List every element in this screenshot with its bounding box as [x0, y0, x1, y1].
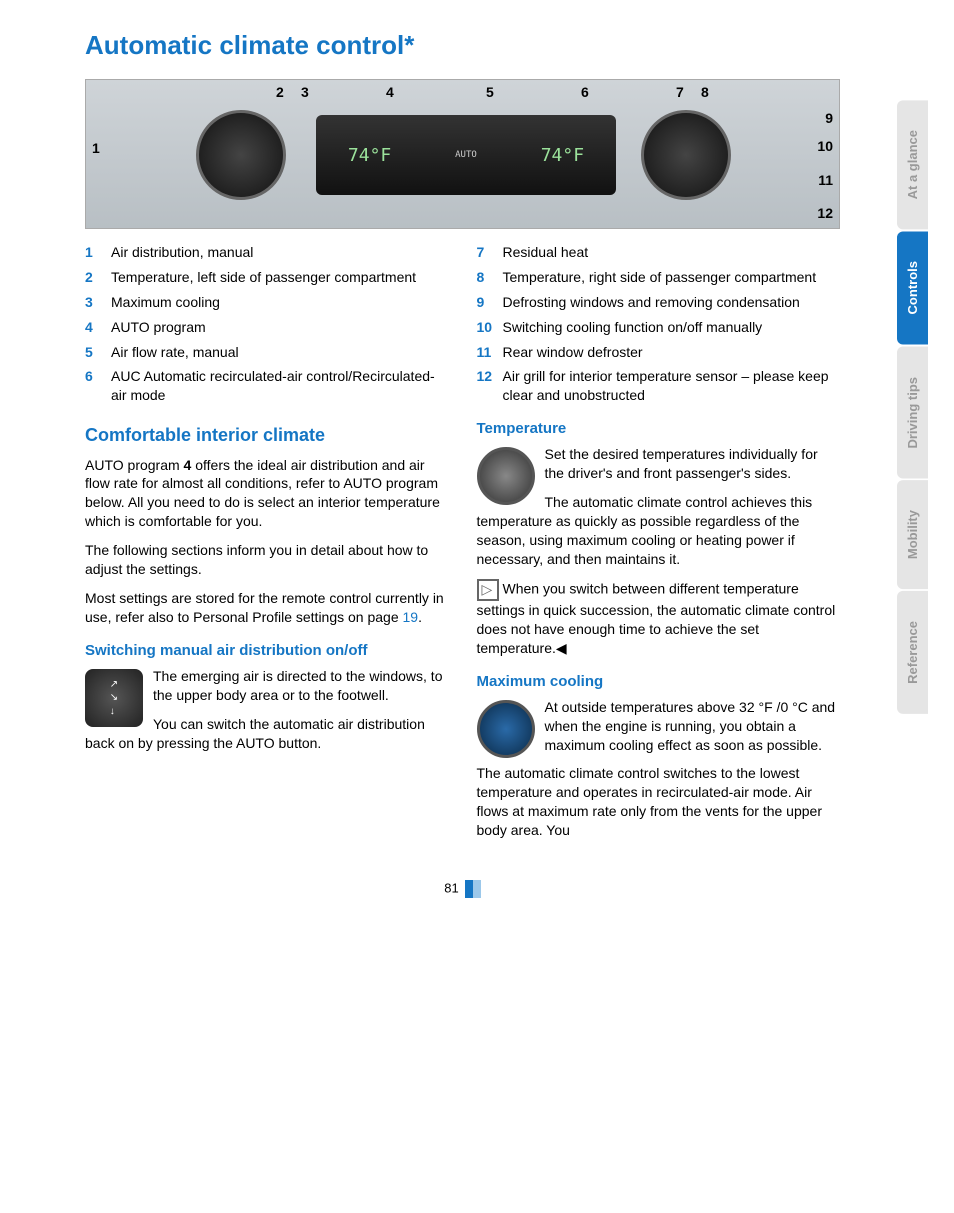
legend-num: 4	[85, 318, 111, 337]
legend-text: Defrosting windows and removing condensa…	[503, 293, 800, 312]
temperature-note: When you switch between different temper…	[477, 579, 841, 658]
legend-item: 10Switching cooling function on/off manu…	[477, 318, 841, 337]
comfortable-heading: Comfortable interior climate	[85, 423, 449, 447]
legend-item: 12Air grill for interior temperature sen…	[477, 367, 841, 405]
temp-right-display: 74°F	[541, 145, 584, 166]
auto-label: AUTO	[455, 150, 477, 160]
max-cool-icon	[477, 700, 535, 758]
side-tab[interactable]: Controls	[897, 231, 928, 344]
temp-left-display: 74°F	[348, 145, 391, 166]
maxcool-heading: Maximum cooling	[477, 672, 841, 692]
right-column: 7Residual heat8Temperature, right side o…	[477, 243, 841, 850]
side-tab[interactable]: Mobility	[897, 480, 928, 589]
temperature-dial-icon	[477, 447, 535, 505]
legend-num: 10	[477, 318, 503, 337]
legend-num: 7	[477, 243, 503, 262]
legend-item: 9Defrosting windows and removing condens…	[477, 293, 841, 312]
legend-text: AUTO program	[111, 318, 206, 337]
legend-num: 2	[85, 268, 111, 287]
legend-item: 1Air distribution, manual	[85, 243, 449, 262]
side-tab[interactable]: Reference	[897, 591, 928, 714]
legend-num: 3	[85, 293, 111, 312]
legend-item: 5Air flow rate, manual	[85, 343, 449, 362]
legend-num: 6	[85, 367, 111, 405]
callout-9: 9	[825, 110, 833, 126]
legend-num: 8	[477, 268, 503, 287]
legend-text: Residual heat	[503, 243, 589, 262]
legend-item: 3Maximum cooling	[85, 293, 449, 312]
legend-text: Air flow rate, manual	[111, 343, 239, 362]
callout-11: 11	[818, 172, 833, 188]
page-number: 81	[85, 880, 840, 898]
legend-item: 11Rear window defroster	[477, 343, 841, 362]
callout-8: 8	[701, 84, 709, 100]
callout-3: 3	[301, 84, 309, 100]
legend-item: 2Temperature, left side of passenger com…	[85, 268, 449, 287]
legend-text: Temperature, right side of passenger com…	[503, 268, 817, 287]
legend-num: 1	[85, 243, 111, 262]
side-tab[interactable]: At a glance	[897, 100, 928, 229]
comfortable-p3: Most settings are stored for the remote …	[85, 589, 449, 627]
page-link-19[interactable]: 19	[403, 609, 419, 625]
center-panel: 74°F AUTO 74°F	[316, 115, 616, 195]
legend-num: 11	[477, 343, 503, 362]
climate-control-diagram: 1 2 3 4 5 6 7 8 9 10 11 12 74°F AUTO 74°…	[85, 79, 840, 229]
legend-num: 12	[477, 367, 503, 405]
maxcool-p2: The automatic climate control switches t…	[477, 764, 841, 840]
legend-num: 5	[85, 343, 111, 362]
left-dial	[196, 110, 286, 200]
page-title: Automatic climate control*	[85, 30, 840, 61]
callout-10: 10	[817, 138, 833, 154]
legend-num: 9	[477, 293, 503, 312]
side-tabs: At a glanceControlsDriving tipsMobilityR…	[870, 0, 954, 928]
callout-12: 12	[817, 205, 833, 221]
side-tab[interactable]: Driving tips	[897, 347, 928, 479]
right-dial	[641, 110, 731, 200]
legend-text: Air grill for interior temperature senso…	[503, 367, 841, 405]
legend-item: 8Temperature, right side of passenger co…	[477, 268, 841, 287]
callout-5: 5	[486, 84, 494, 100]
legend-text: Maximum cooling	[111, 293, 220, 312]
legend-text: Temperature, left side of passenger comp…	[111, 268, 416, 287]
callout-6: 6	[581, 84, 589, 100]
legend-text: Rear window defroster	[503, 343, 643, 362]
legend-text: Air distribution, manual	[111, 243, 253, 262]
callout-1: 1	[92, 140, 100, 156]
temperature-p2: The automatic climate control achieves t…	[477, 493, 841, 569]
switching-heading: Switching manual air distribution on/off	[85, 641, 449, 661]
temperature-heading: Temperature	[477, 419, 841, 439]
legend-item: 7Residual heat	[477, 243, 841, 262]
note-icon	[477, 579, 499, 601]
comfortable-p2: The following sections inform you in det…	[85, 541, 449, 579]
callout-4: 4	[386, 84, 394, 100]
legend-text: Switching cooling function on/off manual…	[503, 318, 763, 337]
legend-text: AUC Automatic recirculated-air control/R…	[111, 367, 449, 405]
callout-7: 7	[676, 84, 684, 100]
left-column: 1Air distribution, manual2Temperature, l…	[85, 243, 449, 850]
legend-item: 4AUTO program	[85, 318, 449, 337]
comfortable-p1: AUTO program 4 offers the ideal air dist…	[85, 456, 449, 532]
callout-2: 2	[276, 84, 284, 100]
legend-item: 6AUC Automatic recirculated-air control/…	[85, 367, 449, 405]
air-distribution-icon: ↗↘↓	[85, 669, 143, 727]
